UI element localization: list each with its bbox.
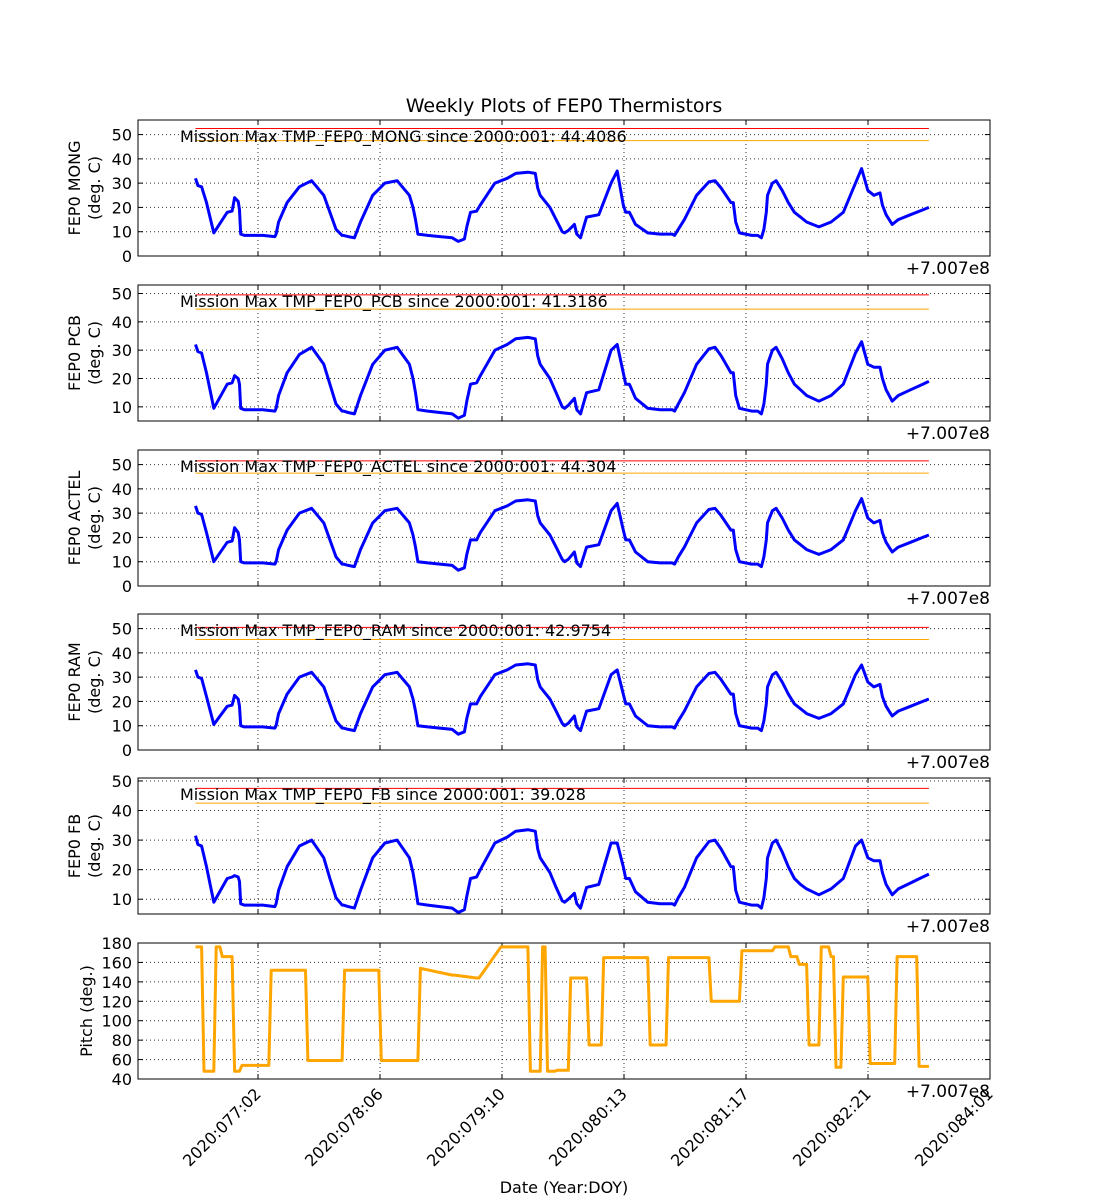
mission-max-annotation: Mission Max TMP_FEP0_RAM since 2000:001:…: [180, 621, 611, 641]
y-tick-label: 20: [112, 198, 132, 217]
x-tick-label: 2020:080:13: [545, 1084, 631, 1170]
y-tick-label: 10: [112, 890, 132, 909]
x-offset-label: +7.007e8: [906, 259, 990, 279]
temperature-series-line: [194, 828, 930, 914]
y-axis-label: Pitch (deg.): [77, 965, 96, 1057]
pitch-series-line: [195, 945, 929, 1073]
y-tick-label: 20: [112, 528, 132, 547]
plot-frame: [137, 777, 991, 915]
panel-5: 10 20 30 40 50 Mission Max TMP_FEP0_FB since …: [65, 772, 991, 937]
y-tick-label: 0: [122, 577, 132, 596]
y-axis-label-name: FEP0 FB: [65, 814, 84, 878]
x-offset-label: +7.007e8: [906, 753, 990, 773]
plot-frame: [137, 942, 991, 1080]
y-tick-label: 100: [101, 1012, 132, 1031]
y-tick-label: 20: [112, 692, 132, 711]
y-tick-label: 160: [101, 953, 132, 972]
x-tick-label: 2020:078:06: [301, 1084, 387, 1170]
y-axis-label-name: Pitch (deg.): [77, 965, 96, 1057]
plot-frame: [137, 449, 991, 587]
x-tick-label: 2020:079:10: [423, 1084, 509, 1170]
y-tick-label: 40: [112, 150, 132, 169]
y-tick-label: 10: [112, 398, 132, 417]
panel-1: 0 10 20 30 40 50 Mission Max TMP_FEP0_MONG sin…: [65, 119, 991, 279]
y-tick-label: 30: [112, 831, 132, 850]
y-axis-label: FEP0 MONG (deg. C): [65, 141, 104, 236]
y-tick-label: 20: [112, 370, 132, 389]
y-tick-label: 10: [112, 553, 132, 572]
x-offset-label: +7.007e8: [906, 589, 990, 609]
x-offset-label: +7.007e8: [906, 917, 990, 937]
y-tick-label: 30: [112, 504, 132, 523]
y-tick-label: 0: [122, 741, 132, 760]
x-offset-label: +7.007e8: [906, 1082, 990, 1102]
panel-4: 0 10 20 30 40 50 Mission Max TMP_FEP0_RAM sinc…: [65, 613, 991, 773]
y-axis-label-name: FEP0 MONG: [65, 141, 84, 236]
plot-frame: [137, 284, 991, 422]
y-axis-label-name: FEP0 ACTEL: [65, 470, 84, 565]
temperature-series-line: [194, 167, 930, 243]
figure-title: Weekly Plots of FEP0 Thermistors: [406, 95, 723, 117]
y-tick-label: 30: [112, 668, 132, 687]
y-axis-label-name: FEP0 RAM: [65, 642, 84, 721]
temperature-series-line: [194, 335, 930, 420]
x-tick-label: 2020:077:02: [179, 1084, 265, 1170]
x-offset-label: +7.007e8: [906, 424, 990, 444]
y-tick-label: 40: [112, 802, 132, 821]
y-tick-label: 50: [112, 456, 132, 475]
temperature-series-line: [194, 497, 930, 572]
y-tick-label: 120: [101, 992, 132, 1011]
y-tick-label: 40: [112, 644, 132, 663]
y-axis-label-unit: (deg. C): [85, 650, 104, 714]
mission-max-annotation: Mission Max TMP_FEP0_PCB since 2000:001:…: [180, 292, 608, 312]
x-tick-label: 2020:082:21: [789, 1084, 875, 1170]
x-tick-labels: 2020:077:02 2020:078:06 2020:079:10 2020:08…: [179, 1084, 997, 1170]
y-tick-label: 40: [112, 1070, 132, 1089]
y-tick-label: 50: [112, 772, 132, 791]
y-tick-label: 20: [112, 861, 132, 880]
y-tick-label: 50: [112, 285, 132, 304]
y-axis-label-unit: (deg. C): [85, 321, 104, 385]
y-tick-label: 140: [101, 973, 132, 992]
y-tick-label: 50: [112, 126, 132, 145]
panels: 0 10 20 30 40 50 Mission Max TMP_FEP0_MONG sin…: [65, 119, 991, 1102]
y-axis-label: FEP0 PCB (deg. C): [65, 315, 104, 391]
mission-max-annotation: Mission Max TMP_FEP0_FB since 2000:001: …: [180, 785, 586, 805]
x-tick-label: 2020:081:17: [667, 1084, 753, 1170]
panel-2: 10 20 30 40 50 Mission Max TMP_FEP0_PCB since…: [65, 284, 991, 444]
y-axis-label-unit: (deg. C): [85, 486, 104, 550]
y-tick-label: 40: [112, 313, 132, 332]
y-tick-label: 10: [112, 223, 132, 242]
y-axis-label: FEP0 FB (deg. C): [65, 814, 104, 878]
y-tick-label: 30: [112, 174, 132, 193]
mission-max-annotation: Mission Max TMP_FEP0_ACTEL since 2000:00…: [180, 457, 616, 477]
y-axis-label: FEP0 ACTEL (deg. C): [65, 470, 104, 565]
y-axis-label-name: FEP0 PCB: [65, 315, 84, 391]
y-tick-label: 60: [112, 1051, 132, 1070]
y-tick-label: 0: [122, 247, 132, 266]
panel-3: 0 10 20 30 40 50 Mission Max TMP_FEP0_ACTEL si…: [65, 449, 991, 609]
y-tick-label: 10: [112, 717, 132, 736]
y-tick-label: 40: [112, 480, 132, 499]
y-tick-label: 30: [112, 341, 132, 360]
plot-frame: [137, 613, 991, 751]
y-axis-label: FEP0 RAM (deg. C): [65, 642, 104, 721]
y-tick-label: 50: [112, 620, 132, 639]
y-axis-label-unit: (deg. C): [85, 156, 104, 220]
mission-max-annotation: Mission Max TMP_FEP0_MONG since 2000:001…: [180, 127, 627, 147]
x-axis-label: Date (Year:DOY): [500, 1178, 629, 1197]
temperature-series-line: [194, 662, 930, 736]
y-tick-label: 180: [101, 934, 132, 953]
y-axis-label-unit: (deg. C): [85, 814, 104, 878]
y-tick-label: 80: [112, 1031, 132, 1050]
plot-frame: [137, 119, 991, 257]
